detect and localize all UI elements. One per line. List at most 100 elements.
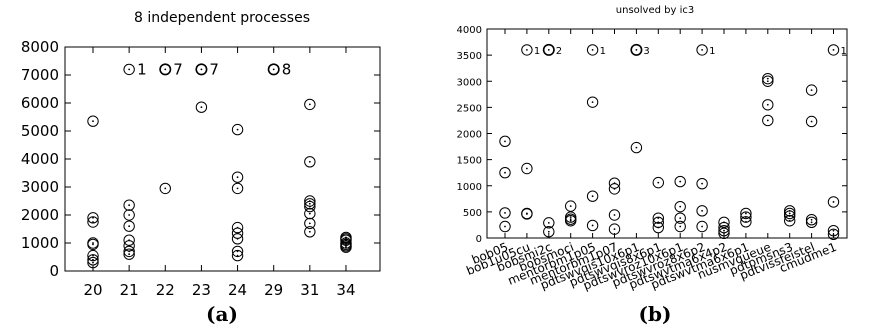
data-point — [231, 182, 244, 195]
data-point — [740, 216, 752, 228]
data-point — [565, 200, 577, 212]
y-tick-label: 0 — [49, 262, 59, 280]
chart-b-points — [499, 72, 840, 241]
data-point — [231, 233, 244, 245]
chart-a-frame — [64, 46, 381, 272]
x-tick-label: 34 — [336, 281, 355, 299]
y-tick-label: 3000 — [21, 178, 59, 196]
data-point — [195, 101, 208, 113]
data-point — [159, 63, 172, 76]
chart-a-y-axis: 0 1000 2000 3000 4000 5000 6000 7000 8000 — [21, 38, 380, 280]
data-point — [762, 75, 774, 87]
data-point — [87, 238, 99, 251]
timeout-count-label: 1 — [600, 46, 606, 57]
data-point — [304, 207, 316, 220]
data-point — [304, 98, 316, 111]
data-point — [827, 196, 840, 208]
x-tick-label: 22 — [156, 281, 175, 299]
chart-b: unsolved by ic3 0 500 1000 1500 2000 2500 3000… — [457, 5, 848, 326]
data-point — [805, 115, 818, 128]
data-point — [827, 224, 840, 237]
data-point — [674, 220, 686, 233]
data-point — [630, 43, 643, 56]
data-point — [304, 226, 316, 238]
y-tick-label: 7000 — [21, 66, 59, 84]
data-point — [827, 44, 840, 56]
chart-b-title: unsolved by ic3 — [616, 5, 694, 16]
data-point — [652, 212, 664, 224]
data-point — [499, 207, 511, 219]
x-tick-label: 21 — [120, 281, 139, 299]
data-point — [586, 96, 599, 108]
y-tick-label: 2500 — [457, 103, 482, 114]
y-tick-label: 5000 — [21, 122, 59, 140]
y-tick-label: 2000 — [457, 130, 482, 141]
data-point — [586, 190, 599, 202]
chart-b-y-axis: 0 500 1000 1500 2000 2500 3000 3500 4000 — [457, 25, 847, 245]
data-point — [674, 212, 686, 224]
data-point — [521, 162, 533, 175]
data-point — [652, 176, 664, 189]
data-point — [586, 219, 599, 232]
timeout-count-label: 7 — [209, 60, 219, 78]
timeout-count-label: 7 — [173, 60, 183, 78]
chart-b-timeouts: 1 2 1 3 1 1 — [521, 43, 847, 57]
data-point — [304, 217, 316, 230]
chart-a-x-axis: 20 21 22 23 24 29 31 34 — [83, 47, 356, 299]
data-point — [608, 223, 621, 235]
data-point — [827, 228, 840, 241]
chart-a: 8 independent processes 0 1000 2000 3000 400… — [21, 10, 381, 326]
data-point — [674, 175, 686, 188]
data-point — [304, 200, 316, 213]
timeout-count-label: 3 — [643, 46, 649, 57]
data-point — [696, 205, 708, 217]
data-point — [304, 198, 316, 210]
y-tick-label: 6000 — [21, 94, 59, 112]
data-point — [718, 227, 730, 239]
data-point — [87, 216, 99, 228]
chart-a-title: 8 independent processes — [134, 10, 310, 26]
data-point — [499, 166, 511, 179]
data-point — [784, 215, 796, 227]
data-point — [123, 248, 135, 260]
data-point — [740, 207, 752, 220]
y-tick-label: 500 — [463, 208, 482, 219]
y-tick-label: 0 — [476, 234, 482, 245]
data-point — [608, 183, 621, 195]
data-point — [674, 200, 686, 213]
data-point — [123, 63, 135, 76]
data-point — [87, 115, 99, 127]
data-point — [499, 220, 511, 233]
data-point — [762, 114, 774, 127]
data-point — [565, 215, 577, 227]
y-tick-label: 2000 — [21, 206, 59, 224]
data-point — [543, 217, 555, 229]
x-tick-label: 31 — [300, 281, 319, 299]
data-point — [123, 220, 135, 232]
timeout-count-label: 1 — [534, 46, 540, 57]
data-point — [762, 72, 774, 85]
data-point — [696, 220, 708, 233]
data-point — [542, 43, 555, 56]
data-point — [340, 241, 352, 253]
chart-a-caption: (a) — [206, 302, 238, 326]
x-tick-label: 24 — [228, 281, 247, 299]
data-point — [267, 63, 280, 76]
y-tick-label: 3000 — [457, 77, 482, 88]
y-tick-label: 4000 — [21, 150, 59, 168]
data-point — [696, 44, 708, 56]
data-point — [123, 245, 135, 258]
y-tick-label: 1000 — [21, 234, 59, 252]
x-tick-label: 20 — [83, 281, 102, 299]
y-tick-label: 3500 — [457, 51, 482, 62]
data-point — [159, 182, 171, 195]
data-point — [652, 221, 664, 234]
data-point — [805, 214, 818, 226]
data-point — [521, 44, 533, 56]
timeout-count-label: 1 — [841, 46, 847, 57]
data-point — [87, 256, 99, 269]
y-tick-label: 1500 — [457, 156, 482, 167]
chart-b-x-axis: bob05bob1u05cubobsmi2cbobsmocimentorbm1p… — [464, 29, 839, 293]
